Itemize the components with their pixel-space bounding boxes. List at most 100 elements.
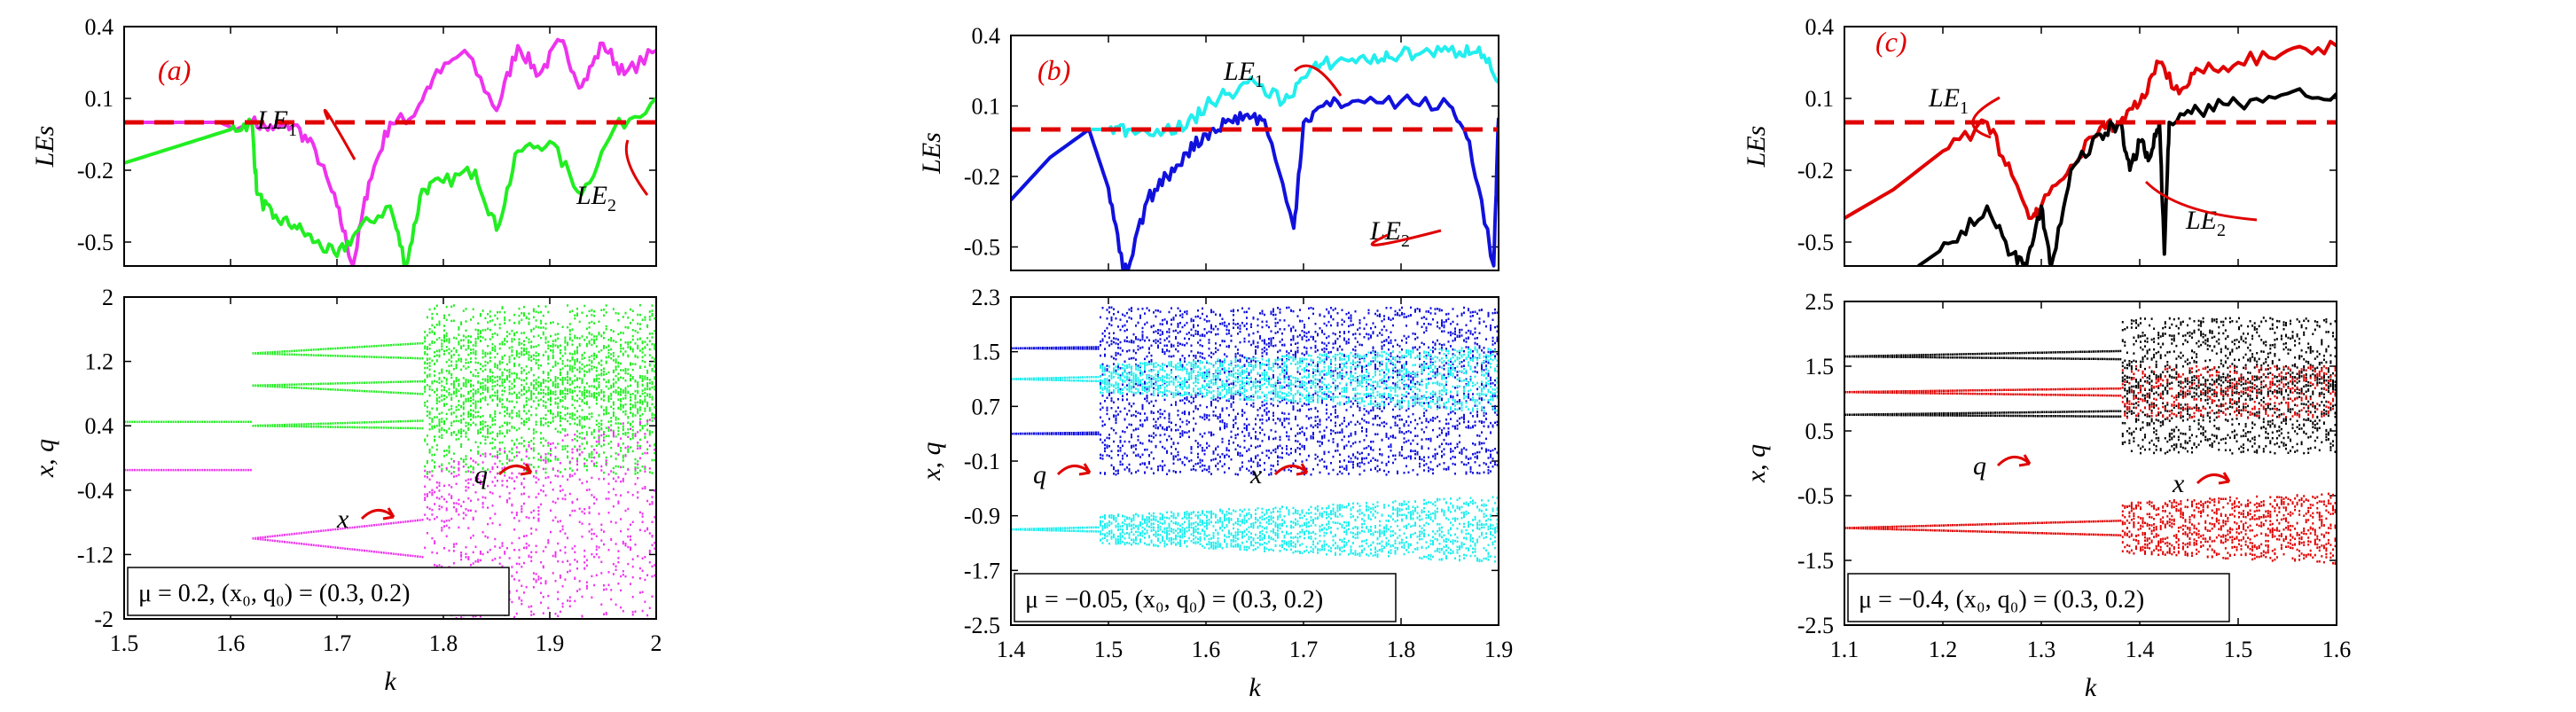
- y-tick-label: -1.7: [964, 558, 1000, 583]
- bifurcation-label-q: q: [1973, 451, 1986, 481]
- x-tick-label: 1.4: [997, 637, 1026, 662]
- series-label-subscript: 2: [2217, 221, 2226, 240]
- x-tick-label: 1.6: [216, 630, 246, 656]
- y-tick-label: -2.5: [1797, 613, 1834, 638]
- bifurcation-points-q: [124, 303, 656, 475]
- y-tick-label: -0.4: [77, 478, 114, 504]
- y-tick-label: 1.2: [85, 349, 114, 375]
- x-tick-label: 1.9: [1484, 637, 1514, 662]
- series-line-LE1: [124, 37, 656, 266]
- parameter-text: μ = 0.2, (x₀, q₀) = (0.3, 0.2): [138, 580, 410, 607]
- x-tick-label: 1.5: [110, 630, 139, 656]
- y-tick-label: -0.2: [77, 158, 114, 184]
- annotation-arrow: [497, 463, 533, 476]
- y-tick-label: 0.4: [85, 14, 114, 40]
- y-tick-label: -2.5: [964, 613, 1000, 638]
- y-tick-label: 1.5: [1805, 354, 1835, 379]
- axes-frame: [123, 26, 657, 267]
- x-axis-label: k: [384, 667, 396, 696]
- y-tick-label: -0.5: [1797, 483, 1834, 509]
- annotation-arrow: [1056, 463, 1092, 476]
- series-label-subscript: 2: [607, 196, 616, 215]
- bifurcation-plot: [1011, 306, 1499, 563]
- series-label-LE1: LE1: [1928, 83, 1969, 118]
- series-label-subscript: 1: [1960, 98, 1969, 118]
- bifurcation-label-x: x: [1249, 460, 1263, 489]
- x-tick-label: 1.8: [1387, 637, 1416, 662]
- y-axis-label: LEs: [30, 126, 59, 168]
- x-tick-label: 1.4: [2126, 637, 2155, 662]
- series-line-LE1: [1844, 39, 2337, 220]
- x-tick-label: 1.2: [1929, 637, 1958, 662]
- y-tick-label: -2: [94, 606, 114, 632]
- y-axis-label: x, q: [1742, 444, 1771, 483]
- x-axis-label: k: [1249, 673, 1261, 702]
- x-tick-label: 1.9: [536, 630, 565, 656]
- y-axis-label: x, q: [917, 442, 946, 481]
- y-tick-label: -0.9: [964, 504, 1000, 529]
- series-label-subscript: 2: [1401, 231, 1410, 251]
- y-tick-label: 0.7: [972, 394, 1001, 419]
- x-tick-label: 1.5: [1094, 637, 1124, 662]
- y-tick-label: 2.3: [972, 285, 1001, 310]
- y-tick-label: -0.2: [1797, 158, 1834, 184]
- parameter-text: μ = −0.4, (x₀, q₀) = (0.3, 0.2): [1859, 586, 2144, 614]
- y-tick-label: 0.1: [1805, 86, 1835, 112]
- x-tick-label: 1.1: [1830, 637, 1860, 662]
- series-label-text: LE: [575, 181, 607, 210]
- y-axis-label: x, q: [30, 439, 59, 478]
- x-tick-label: 1.7: [1289, 637, 1319, 662]
- panel-label: (b): [1037, 54, 1070, 86]
- x-axis-label: k: [2085, 673, 2097, 702]
- y-tick-label: 0.1: [85, 86, 114, 112]
- series-label-text: LE: [1223, 57, 1255, 86]
- series-label-subscript: 1: [288, 121, 297, 140]
- parameter-box: [1014, 573, 1397, 622]
- bifurcation-points-x: [1011, 346, 1499, 563]
- x-tick-label: 1.6: [1192, 637, 1221, 662]
- panel-label: (a): [158, 54, 191, 86]
- axes: 1.5 1.6 1.7 1.8 1.9 2 2 1.2 0.4 -0.4 -1.2 -2 x, q: [30, 285, 662, 656]
- annotation-arrow: [1370, 229, 1442, 246]
- series-line-LE2: [1011, 93, 1499, 270]
- y-tick-label: 2.5: [1805, 289, 1835, 315]
- axes-frame: [1844, 26, 2337, 267]
- plot-area: [124, 37, 656, 266]
- parameter-annotation: μ = 0.2, (x₀, q₀) = (0.3, 0.2): [127, 567, 510, 616]
- series-label-LE1: LE1: [256, 106, 297, 140]
- y-tick-label: -0.5: [1797, 230, 1834, 255]
- bifurcation-label-q: q: [1033, 460, 1046, 489]
- parameter-text: μ = −0.05, (x₀, q₀) = (0.3, 0.2): [1025, 586, 1323, 614]
- annotation-arrow: [2196, 472, 2231, 485]
- bifurcation-points-x: [1844, 364, 2337, 565]
- y-axis-label: LEs: [1742, 126, 1771, 168]
- annotation-arrow: [1293, 64, 1343, 97]
- axes-frame: [123, 296, 657, 620]
- series-line-LE2: [124, 97, 656, 266]
- y-tick-label: 0.5: [1805, 419, 1835, 444]
- bifurcation-label-q: q: [474, 460, 488, 489]
- x-tick-label: 1.6: [2322, 637, 2352, 662]
- parameter-box: [1847, 573, 2230, 622]
- annotation-arrow: [323, 108, 356, 160]
- parameter-box: [127, 567, 510, 616]
- axes: 0.4 0.1 -0.2 -0.5 LEs: [917, 23, 1499, 270]
- axes-frame: [1010, 35, 1499, 271]
- x-tick-label: 1.8: [429, 630, 458, 656]
- series-label-LE1: LE1: [1223, 57, 1264, 91]
- y-tick-label: -0.2: [964, 164, 1000, 190]
- plot-area: [1844, 39, 2337, 266]
- y-tick-label: -1.5: [1797, 548, 1834, 574]
- y-tick-label: -0.5: [964, 235, 1000, 261]
- y-tick-label: 0.4: [1805, 14, 1835, 40]
- bifurcation-label-x: x: [336, 505, 349, 534]
- x-tick-label: 1.3: [2027, 637, 2056, 662]
- y-tick-label: -0.1: [964, 449, 1000, 474]
- bifurcation-plot: [1844, 317, 2337, 565]
- axes-frame: [1010, 296, 1499, 626]
- y-tick-label: -1.2: [77, 542, 114, 567]
- y-tick-label: 0.4: [85, 413, 114, 439]
